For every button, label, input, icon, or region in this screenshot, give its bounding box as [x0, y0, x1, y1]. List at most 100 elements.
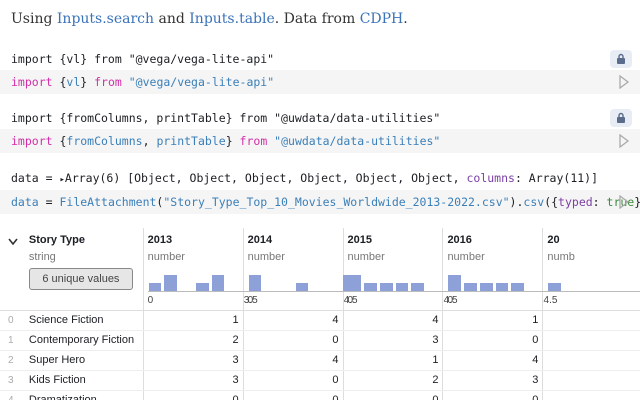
column-header-label: 2015	[347, 234, 372, 246]
code-string: "@uwdata/data-utilities"	[274, 134, 441, 148]
code-colon: :	[592, 195, 607, 209]
table-header-row: Story Type string 6 unique values 2013 nu…	[0, 228, 640, 311]
histogram-bar	[364, 283, 377, 292]
data-table[interactable]: Story Type string 6 unique values 2013 nu…	[0, 228, 640, 400]
cell-3-code[interactable]: data = FileAttachment("Story_Type_Top_10…	[0, 190, 640, 214]
column-header-story-type[interactable]: Story Type string 6 unique values	[24, 228, 144, 311]
cdph-link[interactable]: CDPH	[359, 11, 404, 27]
inputs-table-link[interactable]: Inputs.table	[189, 11, 275, 27]
code-brace: }	[225, 134, 240, 148]
code-keyword: import	[11, 75, 60, 89]
table-row[interactable]: 2 Super Hero 3 4 1 4	[0, 350, 640, 371]
cell-1-output: import {vl} from "@vega/vega-lite-api"	[0, 48, 640, 70]
column-header-label: 2014	[247, 234, 273, 246]
histogram-bar	[495, 283, 509, 292]
column-type: number	[147, 251, 185, 263]
intro-text: Using Inputs.search and Inputs.table. Da…	[11, 11, 408, 27]
histogram-bar	[195, 283, 209, 292]
code-brace: }	[80, 75, 95, 89]
code-keyword: from	[239, 134, 275, 148]
histogram-axis	[347, 291, 458, 292]
histogram-axis	[247, 291, 358, 292]
code-brace: {	[59, 75, 67, 89]
cell-2-code-text: import {fromColumns, printTable} from "@…	[11, 134, 440, 148]
histogram-bar	[148, 283, 162, 292]
column-header-2014[interactable]: 2014 number 0 4.5	[242, 228, 358, 311]
code-brace: {	[59, 134, 67, 148]
cell-2-code[interactable]: import {fromColumns, printTable} from "@…	[0, 129, 640, 153]
code-identifier: data	[11, 195, 39, 209]
cell-2-output-text: import {fromColumns, printTable} from "@…	[11, 111, 441, 125]
value-cell: 2	[142, 330, 244, 351]
column-header-label: 2016	[447, 234, 472, 246]
table-row[interactable]: 1 Contemporary Fiction 2 0 3 0	[0, 330, 640, 351]
table-row[interactable]: 4 Dramatization 0 0 0 0	[0, 390, 640, 400]
value-cell: 0	[442, 390, 543, 400]
histogram-bar	[379, 283, 393, 292]
story-type-cell: Super Hero	[24, 350, 144, 371]
value-cell: 3	[142, 350, 244, 371]
play-icon[interactable]	[618, 195, 630, 209]
column-type: number	[447, 251, 485, 263]
output-attr: columns	[466, 171, 515, 185]
tick-min: 0	[247, 295, 254, 306]
column-type: numb	[547, 251, 575, 263]
value-cell: 3	[142, 370, 244, 391]
column-header-2017[interactable]: 20 numb	[542, 228, 640, 311]
story-type-cell: Contemporary Fiction	[24, 330, 144, 351]
value-cell: 4	[442, 350, 543, 371]
expand-arrow-icon[interactable]: ▸	[59, 175, 65, 185]
output-var: data =	[11, 171, 60, 185]
value-cell: 0	[242, 390, 344, 400]
value-cell: 0	[342, 390, 443, 400]
column-type: number	[247, 251, 285, 263]
value-cell	[542, 370, 640, 391]
row-index: 1	[0, 330, 25, 351]
column-header-2015[interactable]: 2015 number 0 4.5	[342, 228, 458, 311]
histogram-bar	[548, 283, 562, 292]
code-string: "Story_Type_Top_10_Movies_Worldwide_2013…	[163, 195, 510, 209]
code-function: FileAttachment	[59, 195, 157, 209]
chevron-down-icon[interactable]	[8, 238, 18, 246]
row-index: 2	[0, 350, 25, 371]
column-histogram	[247, 266, 358, 292]
tick-min: 0	[347, 295, 354, 306]
histogram-bar	[464, 283, 477, 292]
code-paren: (	[156, 195, 164, 209]
table-row[interactable]: 3 Kids Fiction 3 0 2 3	[0, 370, 640, 391]
column-header-label: Story Type	[28, 234, 85, 246]
tick-min: 0	[447, 295, 453, 306]
value-cell: 4	[342, 310, 443, 331]
cell-1-output-text: import {vl} from "@vega/vega-lite-api"	[11, 52, 275, 66]
collapse-column-header[interactable]	[0, 228, 25, 311]
column-header-2013[interactable]: 2013 number 0 3.5	[142, 228, 258, 311]
code-brace: })	[634, 195, 640, 209]
value-cell: 1	[142, 310, 244, 331]
code-attr: typed	[558, 195, 593, 209]
histogram-bar	[248, 274, 262, 292]
value-cell: 4	[242, 350, 344, 371]
code-paren: ).	[509, 195, 524, 209]
histogram-bar	[511, 283, 524, 292]
cell-2-output: import {fromColumns, printTable} from "@…	[0, 107, 640, 129]
lock-icon[interactable]	[610, 109, 632, 127]
table-row[interactable]: 0 Science Fiction 1 4 4 1	[0, 310, 640, 331]
value-cell: 1	[442, 310, 543, 331]
play-icon[interactable]	[618, 134, 630, 148]
column-type: number	[347, 251, 385, 263]
value-cell: 4	[242, 310, 344, 331]
histogram-axis	[447, 291, 558, 292]
column-histogram	[547, 266, 640, 292]
histogram-bar	[479, 283, 493, 292]
unique-values-button[interactable]: 6 unique values	[28, 268, 133, 290]
code-method: csv	[523, 195, 545, 209]
play-icon[interactable]	[618, 75, 630, 89]
value-cell: 2	[342, 370, 443, 391]
column-header-2016[interactable]: 2016 number 0 4.5	[442, 228, 558, 311]
intro-suffix: .	[403, 11, 408, 27]
inputs-search-link[interactable]: Inputs.search	[56, 11, 155, 27]
row-index: 4	[0, 390, 25, 400]
lock-icon[interactable]	[610, 50, 632, 68]
code-operator: =	[38, 195, 60, 209]
cell-1-code[interactable]: import {vl} from "@vega/vega-lite-api"	[0, 70, 640, 94]
